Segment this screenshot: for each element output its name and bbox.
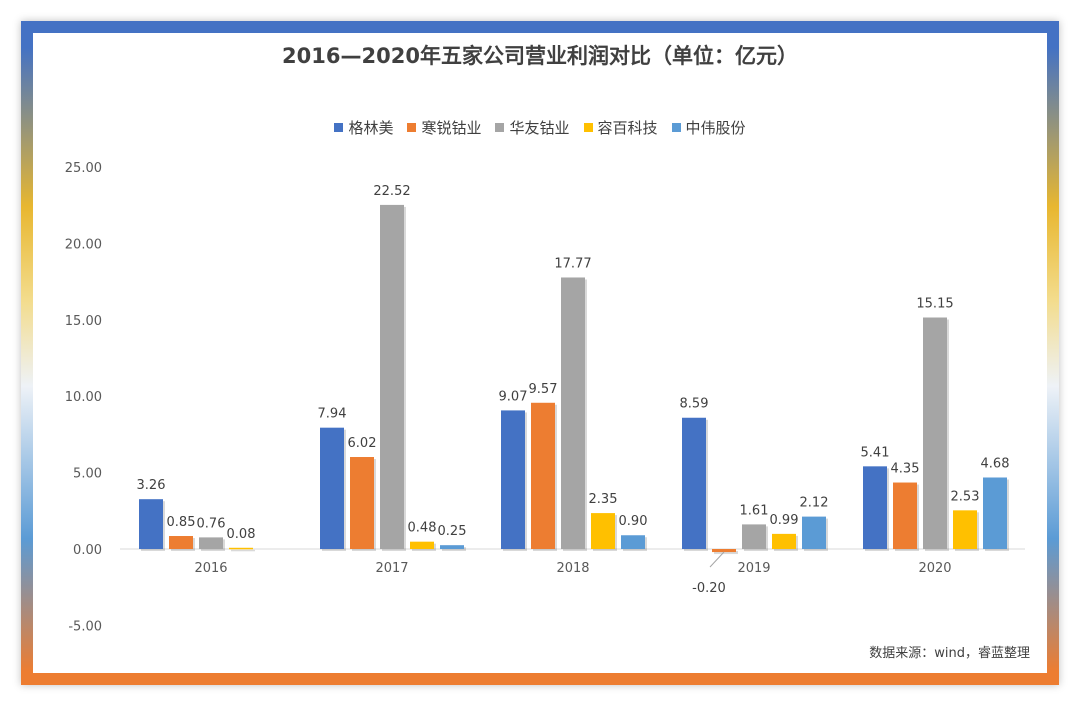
bar — [983, 477, 1007, 549]
data-label: 3.26 — [137, 478, 166, 493]
bar — [591, 513, 615, 549]
bar — [169, 536, 193, 549]
data-label: 9.07 — [499, 389, 528, 404]
y-tick-label: 15.00 — [65, 314, 102, 329]
bar — [772, 533, 796, 549]
y-tick-label: 10.00 — [65, 390, 102, 405]
data-label: 0.25 — [438, 524, 467, 539]
bar — [712, 549, 736, 553]
bar — [350, 457, 374, 549]
data-label: 0.08 — [227, 527, 256, 542]
data-label: 0.48 — [408, 521, 437, 536]
bar-shadow — [714, 551, 738, 555]
data-label: 0.90 — [619, 514, 648, 529]
bar-shadow — [442, 547, 466, 551]
legend-item: 格林美 — [334, 117, 393, 138]
x-tick-label: 2017 — [375, 561, 408, 576]
legend-item: 华友钴业 — [495, 117, 570, 138]
x-tick-label: 2016 — [194, 561, 227, 576]
data-label: 4.68 — [981, 456, 1010, 471]
legend-label: 华友钴业 — [509, 119, 570, 137]
legend-label: 寒锐钴业 — [421, 119, 482, 137]
y-tick-label: -5.00 — [68, 619, 102, 634]
data-label: 5.41 — [861, 445, 890, 460]
bar — [380, 204, 404, 549]
data-label: 9.57 — [529, 382, 558, 397]
legend-item: 中伟股份 — [671, 117, 746, 138]
x-tick-label: 2019 — [737, 561, 770, 576]
bar — [229, 547, 253, 550]
bar — [893, 482, 917, 549]
legend-label: 容百科技 — [597, 119, 658, 137]
bar — [320, 427, 344, 549]
data-label: 0.85 — [167, 515, 196, 530]
data-label: 1.61 — [740, 503, 769, 518]
y-tick-label: 0.00 — [73, 543, 102, 558]
data-label: 0.99 — [770, 513, 799, 528]
y-tick-label: 25.00 — [65, 161, 102, 176]
bar — [199, 537, 223, 549]
chart-panel — [33, 33, 1047, 673]
legend-label: 中伟股份 — [685, 119, 746, 137]
data-label: 6.02 — [348, 436, 377, 451]
legend-swatch — [495, 123, 505, 132]
bar — [561, 277, 585, 549]
legend-swatch — [583, 123, 593, 132]
gradient-frame — [21, 21, 1059, 685]
bar — [923, 317, 947, 549]
legend-swatch — [671, 123, 681, 132]
leader-line — [709, 551, 725, 568]
legend-item: 寒锐钴业 — [407, 117, 481, 138]
y-tick-label: 5.00 — [73, 467, 102, 482]
chart-title: 2016—2020年五家公司营业利润对比（单位：亿元） — [282, 44, 798, 68]
bar — [139, 499, 163, 549]
bar — [682, 417, 706, 549]
data-label: 2.35 — [589, 492, 618, 507]
data-label: 15.15 — [916, 297, 953, 312]
bar — [863, 466, 887, 549]
data-label: 17.77 — [554, 256, 591, 271]
source-note: 数据来源：wind，睿蓝整理 — [869, 646, 1030, 661]
data-label: 22.52 — [373, 184, 410, 199]
legend-swatch — [334, 123, 344, 132]
data-label: 2.53 — [951, 489, 980, 504]
data-label: 7.94 — [318, 407, 347, 422]
data-label: 2.12 — [800, 496, 829, 511]
data-label: 0.76 — [197, 516, 226, 531]
bar — [621, 535, 645, 549]
data-label: 8.59 — [680, 397, 709, 412]
y-tick-label: 20.00 — [65, 237, 102, 252]
bar — [440, 545, 464, 549]
bar — [501, 410, 525, 549]
legend-swatch — [407, 123, 417, 132]
data-label: 4.35 — [891, 462, 920, 477]
bar — [802, 516, 826, 549]
x-tick-label: 2020 — [918, 561, 951, 576]
legend: 格林美 寒锐钴业 华友钴业 容百科技 中伟股份 — [0, 117, 1080, 138]
bar — [410, 541, 434, 549]
bar — [531, 402, 555, 549]
x-tick-label: 2018 — [556, 561, 589, 576]
data-label: -0.20 — [692, 581, 726, 596]
legend-item: 容百科技 — [583, 117, 658, 138]
bar — [953, 510, 977, 549]
bar-shadow — [231, 549, 255, 552]
bar — [742, 524, 766, 549]
legend-label: 格林美 — [348, 119, 394, 137]
